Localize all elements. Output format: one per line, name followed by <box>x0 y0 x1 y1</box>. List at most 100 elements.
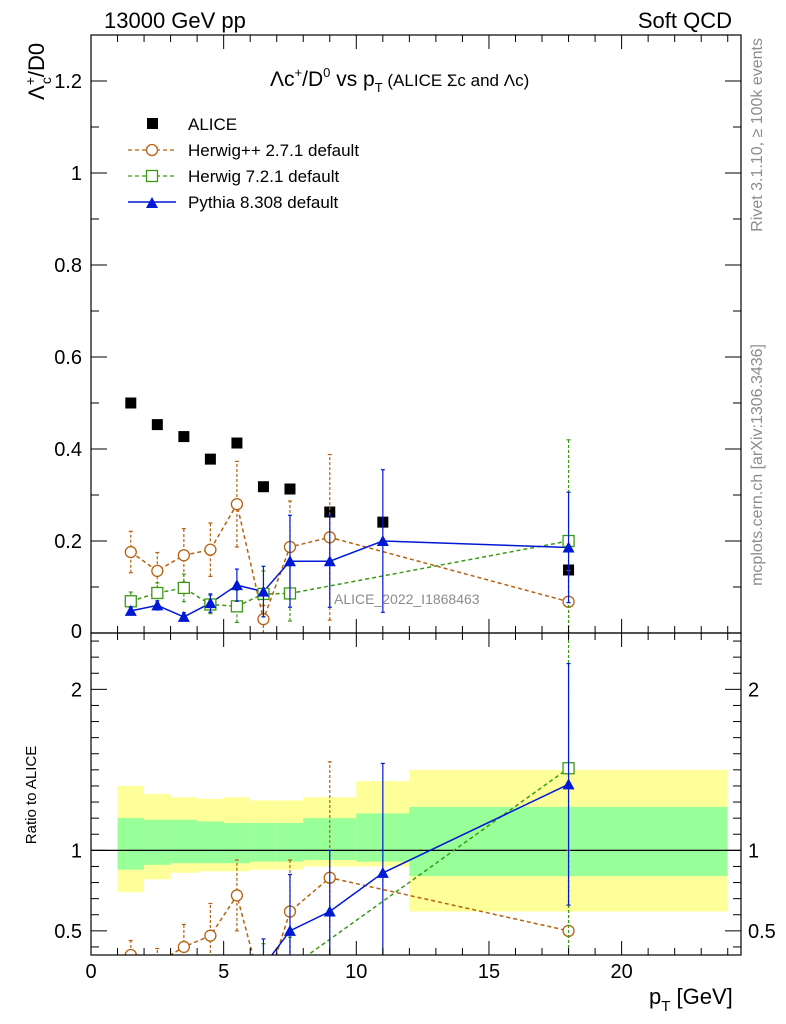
title-d: (ALICE Σc and Λc) <box>383 71 530 90</box>
ratio-line-pythia <box>270 783 569 955</box>
legend-marker-herwig7 <box>145 169 159 183</box>
ratio-point-herwigpp <box>152 958 163 969</box>
legend-marker-pythia <box>146 197 158 208</box>
band-inner <box>117 818 145 870</box>
main-ytick-label: 0.8 <box>54 255 82 277</box>
ratio-point-pythia <box>562 778 575 790</box>
main-ytick-label: 0.2 <box>54 531 82 553</box>
ratio-point-herwig7 <box>284 962 295 973</box>
point-alice <box>151 419 163 431</box>
point-herwigpp <box>177 549 191 562</box>
ratio-point-herwigpp <box>204 929 217 942</box>
point-herwig7 <box>177 581 191 595</box>
xtick-label: 20 <box>610 961 632 983</box>
legend-label-herwigpp: Herwig++ 2.7.1 default <box>188 141 359 160</box>
main-ytick-label: 0.4 <box>54 439 82 461</box>
main-panel: 0.2 0.4 0.6 0.8 1 1.2 0 <box>54 34 742 643</box>
ylabel-sub: c <box>38 77 54 84</box>
band-inner <box>170 819 198 864</box>
legend-marker-herwigpp <box>145 143 159 157</box>
legend-marker-alice <box>147 118 158 129</box>
ratio-point-herwigpp <box>177 940 191 954</box>
title-c-sub: T <box>375 80 383 95</box>
ratio-ytick-label-right: 2 <box>748 679 759 701</box>
legend: ALICE Herwig++ 2.7.1 default Herwig 7.2.… <box>128 115 359 212</box>
main-ytick-label: 0.6 <box>54 347 82 369</box>
ratio-point-herwig7 <box>152 975 163 986</box>
main-ytick-label: 1 <box>71 163 82 185</box>
band-inner <box>197 821 224 864</box>
point-pythia <box>124 604 137 616</box>
point-pythia <box>204 597 217 609</box>
xtick-label: 0 <box>85 961 96 983</box>
ratio-point-pythia <box>283 924 296 936</box>
ratio-ytick-label: 1 <box>71 840 82 862</box>
point-herwigpp <box>204 543 217 556</box>
ratio-point-pythia <box>151 984 163 995</box>
point-alice <box>204 453 216 465</box>
band-inner <box>250 822 277 862</box>
point-pythia <box>283 555 296 567</box>
point-pythia <box>151 599 164 611</box>
legend-item-pythia: Pythia 8.308 default <box>128 193 339 212</box>
header-right: Soft QCD <box>638 8 732 33</box>
ratio-panel: 0.5 0.51 12 20 5 10 15 20 <box>54 632 776 1003</box>
point-herwig7 <box>230 600 244 613</box>
mcplots-label: mcplots.cern.ch [arXiv:1306.3436] <box>749 344 766 586</box>
point-alice <box>257 481 269 493</box>
ratio-point-herwig7 <box>205 980 216 991</box>
rivet-label: Rivet 3.1.10, ≥ 100k events <box>749 38 766 232</box>
ratio-ytick-label-right: 1 <box>748 840 759 862</box>
legend-label-alice: ALICE <box>188 115 237 134</box>
xtick-label: 5 <box>218 961 229 983</box>
ylabel-rest: /D0 <box>24 43 49 77</box>
point-alice <box>231 437 243 449</box>
ratio-point-herwigpp <box>230 889 244 902</box>
ratio-ytick-label: 2 <box>71 679 82 701</box>
main-ytick-label-zero: 0 <box>71 621 82 643</box>
ratio-ytick-label-right: 0.5 <box>748 921 776 943</box>
band-inner <box>144 819 171 865</box>
main-ylabel: Λ+c/D0 <box>22 43 54 100</box>
ratio-point-pythia <box>204 978 216 989</box>
legend-label-pythia: Pythia 8.308 default <box>188 193 339 212</box>
xtick-label: 15 <box>478 961 500 983</box>
ratio-point-pythia <box>231 965 243 976</box>
ratio-point-pythia <box>376 866 389 878</box>
main-title: Λc+/D0 vs pT (ALICE Σc and Λc) <box>270 65 529 95</box>
point-pythia <box>323 555 336 567</box>
point-herwigpp <box>151 564 164 578</box>
ratio-point-pythia <box>178 992 190 1003</box>
point-herwig7 <box>151 586 164 600</box>
ratio-ylabel: Ratio to ALICE <box>23 746 40 844</box>
band-inner <box>276 822 304 862</box>
point-alice <box>284 483 296 495</box>
title-c: vs p <box>330 68 374 91</box>
point-alice <box>324 506 336 518</box>
ratio-point-herwig7 <box>231 983 242 994</box>
legend-item-alice: ALICE <box>147 115 237 134</box>
point-pythia <box>257 585 270 597</box>
ratio-point-herwig7 <box>178 969 189 980</box>
point-pythia <box>177 610 190 622</box>
xlabel-rest: [GeV] <box>670 984 732 1009</box>
xlabel: pT [GeV] <box>649 984 733 1015</box>
ratio-point-herwig7 <box>258 962 269 973</box>
xlabel-sub: T <box>661 998 670 1015</box>
legend-label-herwig7: Herwig 7.2.1 default <box>188 167 339 186</box>
point-alice <box>125 397 137 409</box>
ratio-ytick-label: 0.5 <box>54 921 82 943</box>
ratio-point-pythia <box>125 989 137 1000</box>
xlabel-main: p <box>649 984 661 1009</box>
ylabel-main: Λ <box>24 85 49 100</box>
point-pythia <box>230 579 243 591</box>
point-herwigpp <box>124 545 137 559</box>
legend-item-herwig7: Herwig 7.2.1 default <box>128 167 339 186</box>
ylabel-sup: + <box>22 77 38 85</box>
title-a: Λc <box>270 68 295 91</box>
ratio-point-herwigpp <box>124 948 137 955</box>
ratio-point-herwig7 <box>125 983 136 994</box>
title-b-sup: 0 <box>323 65 330 80</box>
ratio-point-pythia <box>323 905 336 917</box>
